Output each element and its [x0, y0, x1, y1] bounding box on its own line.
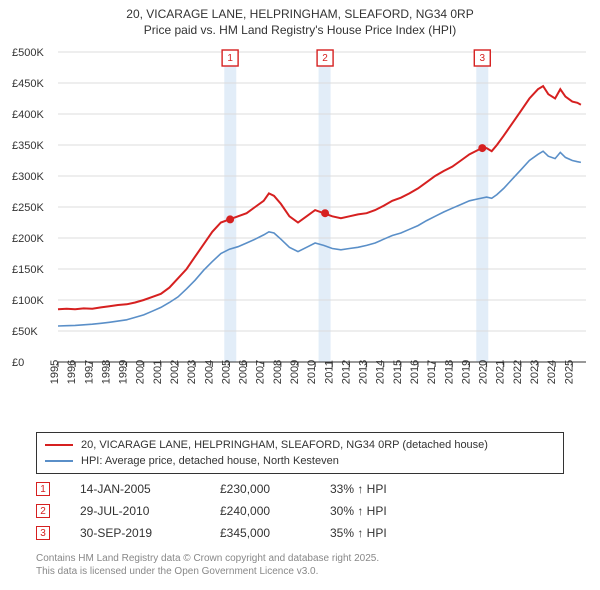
event-price: £240,000 [220, 504, 330, 518]
svg-text:£0: £0 [12, 357, 24, 369]
svg-text:£350K: £350K [12, 140, 44, 152]
svg-text:2004: 2004 [203, 360, 215, 384]
event-row: 1 14-JAN-2005 £230,000 33% ↑ HPI [36, 478, 564, 500]
event-date: 30-SEP-2019 [80, 526, 220, 540]
svg-text:2003: 2003 [186, 360, 198, 384]
event-marker-icon: 3 [36, 526, 50, 540]
svg-text:£500K: £500K [12, 47, 44, 59]
svg-text:1: 1 [227, 53, 233, 64]
svg-text:2014: 2014 [375, 360, 387, 384]
legend-item: 20, VICARAGE LANE, HELPRINGHAM, SLEAFORD… [45, 437, 555, 453]
event-price: £230,000 [220, 482, 330, 496]
event-marker-icon: 2 [36, 504, 50, 518]
legend-label: HPI: Average price, detached house, Nort… [81, 455, 339, 467]
footer-line: This data is licensed under the Open Gov… [36, 565, 379, 578]
event-date: 29-JUL-2010 [80, 504, 220, 518]
svg-text:2011: 2011 [323, 360, 335, 384]
event-date: 14-JAN-2005 [80, 482, 220, 496]
title-subtitle: Price paid vs. HM Land Registry's House … [0, 22, 600, 38]
svg-text:1995: 1995 [49, 360, 61, 384]
legend-label: 20, VICARAGE LANE, HELPRINGHAM, SLEAFORD… [81, 439, 488, 451]
svg-text:1999: 1999 [118, 360, 130, 384]
legend: 20, VICARAGE LANE, HELPRINGHAM, SLEAFORD… [36, 432, 564, 474]
svg-text:2025: 2025 [563, 360, 575, 384]
svg-text:2005: 2005 [220, 360, 232, 384]
svg-text:£100K: £100K [12, 295, 44, 307]
event-pct: 35% ↑ HPI [330, 526, 450, 540]
svg-text:2000: 2000 [135, 360, 147, 384]
svg-text:£300K: £300K [12, 171, 44, 183]
svg-text:1997: 1997 [83, 360, 95, 384]
svg-text:1998: 1998 [100, 360, 112, 384]
svg-text:2022: 2022 [512, 360, 524, 384]
svg-text:2001: 2001 [152, 360, 164, 384]
event-marker-icon: 1 [36, 482, 50, 496]
svg-text:2007: 2007 [255, 360, 267, 384]
svg-text:2017: 2017 [426, 360, 438, 384]
svg-text:2023: 2023 [529, 360, 541, 384]
title-address: 20, VICARAGE LANE, HELPRINGHAM, SLEAFORD… [0, 6, 600, 22]
svg-text:2024: 2024 [546, 360, 558, 384]
event-row: 3 30-SEP-2019 £345,000 35% ↑ HPI [36, 522, 564, 544]
svg-text:2008: 2008 [272, 360, 284, 384]
legend-swatch-blue [45, 460, 73, 462]
svg-text:2006: 2006 [238, 360, 250, 384]
legend-item: HPI: Average price, detached house, Nort… [45, 453, 555, 469]
svg-text:2015: 2015 [392, 360, 404, 384]
svg-text:2: 2 [322, 53, 328, 64]
chart-svg: £0 £50K £100K £150K £200K £250K £300K £350K £400… [10, 42, 590, 422]
chart-title-block: 20, VICARAGE LANE, HELPRINGHAM, SLEAFORD… [0, 0, 600, 38]
chart-container: 20, VICARAGE LANE, HELPRINGHAM, SLEAFORD… [0, 0, 600, 590]
events-table: 1 14-JAN-2005 £230,000 33% ↑ HPI 2 29-JU… [36, 478, 564, 544]
svg-text:2019: 2019 [460, 360, 472, 384]
svg-text:2010: 2010 [306, 360, 318, 384]
svg-text:£250K: £250K [12, 202, 44, 214]
event-pct: 30% ↑ HPI [330, 504, 450, 518]
event-row: 2 29-JUL-2010 £240,000 30% ↑ HPI [36, 500, 564, 522]
svg-text:2013: 2013 [358, 360, 370, 384]
svg-text:£50K: £50K [12, 326, 38, 338]
svg-text:2012: 2012 [340, 360, 352, 384]
svg-text:2021: 2021 [495, 360, 507, 384]
footer-line: Contains HM Land Registry data © Crown c… [36, 552, 379, 565]
svg-text:1996: 1996 [66, 360, 78, 384]
svg-text:3: 3 [480, 53, 486, 64]
svg-text:£200K: £200K [12, 233, 44, 245]
svg-text:2016: 2016 [409, 360, 421, 384]
svg-text:2018: 2018 [443, 360, 455, 384]
svg-text:2020: 2020 [478, 360, 490, 384]
svg-text:£450K: £450K [12, 78, 44, 90]
svg-text:2009: 2009 [289, 360, 301, 384]
svg-text:£400K: £400K [12, 109, 44, 121]
chart-area: £0 £50K £100K £150K £200K £250K £300K £350K £400… [10, 42, 590, 422]
svg-text:2002: 2002 [169, 360, 181, 384]
event-pct: 33% ↑ HPI [330, 482, 450, 496]
footer-attribution: Contains HM Land Registry data © Crown c… [36, 552, 379, 578]
svg-text:£150K: £150K [12, 264, 44, 276]
event-price: £345,000 [220, 526, 330, 540]
legend-swatch-red [45, 444, 73, 446]
